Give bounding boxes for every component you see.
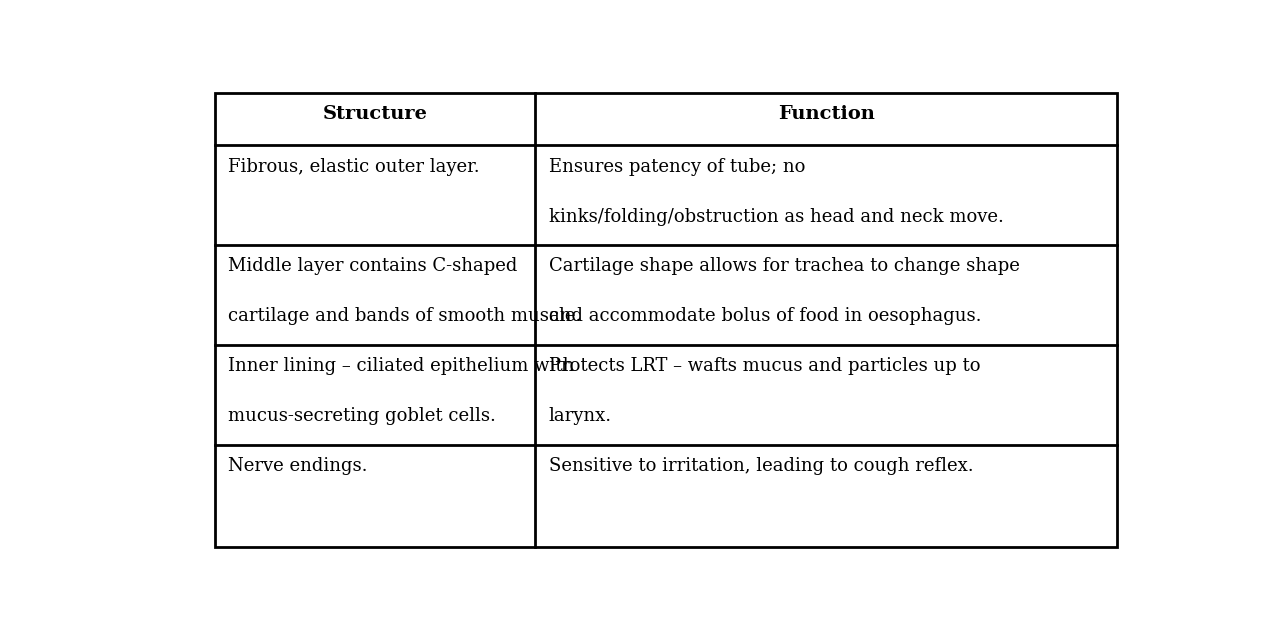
Text: Inner lining – ciliated epithelium with

mucus-secreting goblet cells.: Inner lining – ciliated epithelium with … bbox=[228, 358, 575, 425]
Text: Sensitive to irritation, leading to cough reflex.: Sensitive to irritation, leading to coug… bbox=[549, 457, 974, 476]
Text: Middle layer contains C-shaped

cartilage and bands of smooth muscle.: Middle layer contains C-shaped cartilage… bbox=[228, 257, 582, 325]
Text: Cartilage shape allows for trachea to change shape

and accommodate bolus of foo: Cartilage shape allows for trachea to ch… bbox=[549, 257, 1020, 325]
Text: Nerve endings.: Nerve endings. bbox=[228, 457, 367, 476]
Text: Ensures patency of tube; no

kinks/folding/obstruction as head and neck move.: Ensures patency of tube; no kinks/foldin… bbox=[549, 158, 1004, 226]
Text: Fibrous, elastic outer layer.: Fibrous, elastic outer layer. bbox=[228, 158, 480, 176]
Text: Structure: Structure bbox=[323, 105, 428, 124]
Text: Protects LRT – wafts mucus and particles up to

larynx.: Protects LRT – wafts mucus and particles… bbox=[549, 358, 980, 425]
Text: Function: Function bbox=[778, 105, 874, 124]
